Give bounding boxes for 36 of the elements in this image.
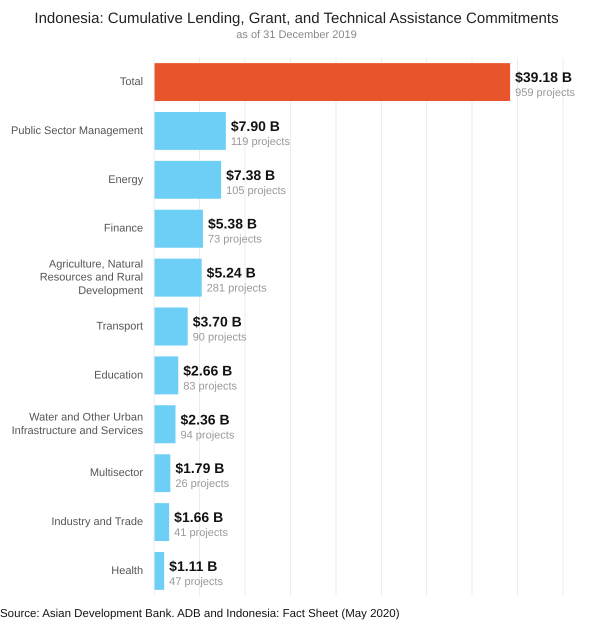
data-label: $5.24 B 281 projects	[206, 264, 268, 295]
data-label: $1.66 B 41 projects	[174, 509, 228, 540]
chart-title: Indonesia: Cumulative Lending, Grant, and Technical Assistance Commitments	[33, 10, 560, 27]
bar	[154, 503, 170, 542]
y-tick-label: Total	[120, 76, 144, 88]
data-label: $7.38 B 105 projects	[226, 166, 287, 197]
y-tick-label: Finance	[104, 222, 144, 235]
bar	[154, 258, 202, 297]
y-tick-label: Education	[94, 369, 144, 382]
y-tick-label: Public Sector Management	[10, 124, 144, 137]
data-label: $2.66 B 83 projects	[183, 362, 238, 392]
y-tick-label: Health	[111, 564, 144, 577]
data-label: $39.18 B 959 projects	[515, 69, 576, 100]
bar	[154, 308, 188, 346]
bar	[154, 405, 176, 444]
data-label: $1.79 B 26 projects	[175, 460, 230, 490]
bar	[154, 210, 203, 248]
source-note: Source: Asian Development Bank. ADB and Indonesia: Fact Sheet (May 2020)	[0, 608, 400, 620]
bar	[154, 552, 164, 590]
y-tick-label: Agriculture, Natural Resources and Rural Development	[40, 258, 144, 297]
data-label: $3.70 B 90 projects	[192, 314, 247, 344]
data-label: $2.36 B 94 projects	[180, 411, 235, 442]
data-label: $7.90 B 119 projects	[230, 118, 290, 148]
y-tick-label: Energy	[108, 174, 144, 186]
y-tick-label: Water and Other Urban Infrastructure and Services	[12, 412, 144, 437]
data-label: $5.38 B 73 projects	[208, 216, 262, 246]
chart-subtitle: as of 31 December 2019	[235, 29, 358, 41]
y-tick-label: Transport	[96, 320, 144, 333]
y-tick-label: Industry and Trade	[51, 516, 144, 528]
y-tick-label: Multisector	[90, 467, 144, 480]
bar	[154, 454, 170, 492]
bar	[154, 63, 510, 102]
bar	[154, 160, 222, 199]
bar	[154, 112, 226, 150]
data-label: $1.11 B 47 projects	[169, 558, 224, 588]
bar	[154, 356, 178, 394]
